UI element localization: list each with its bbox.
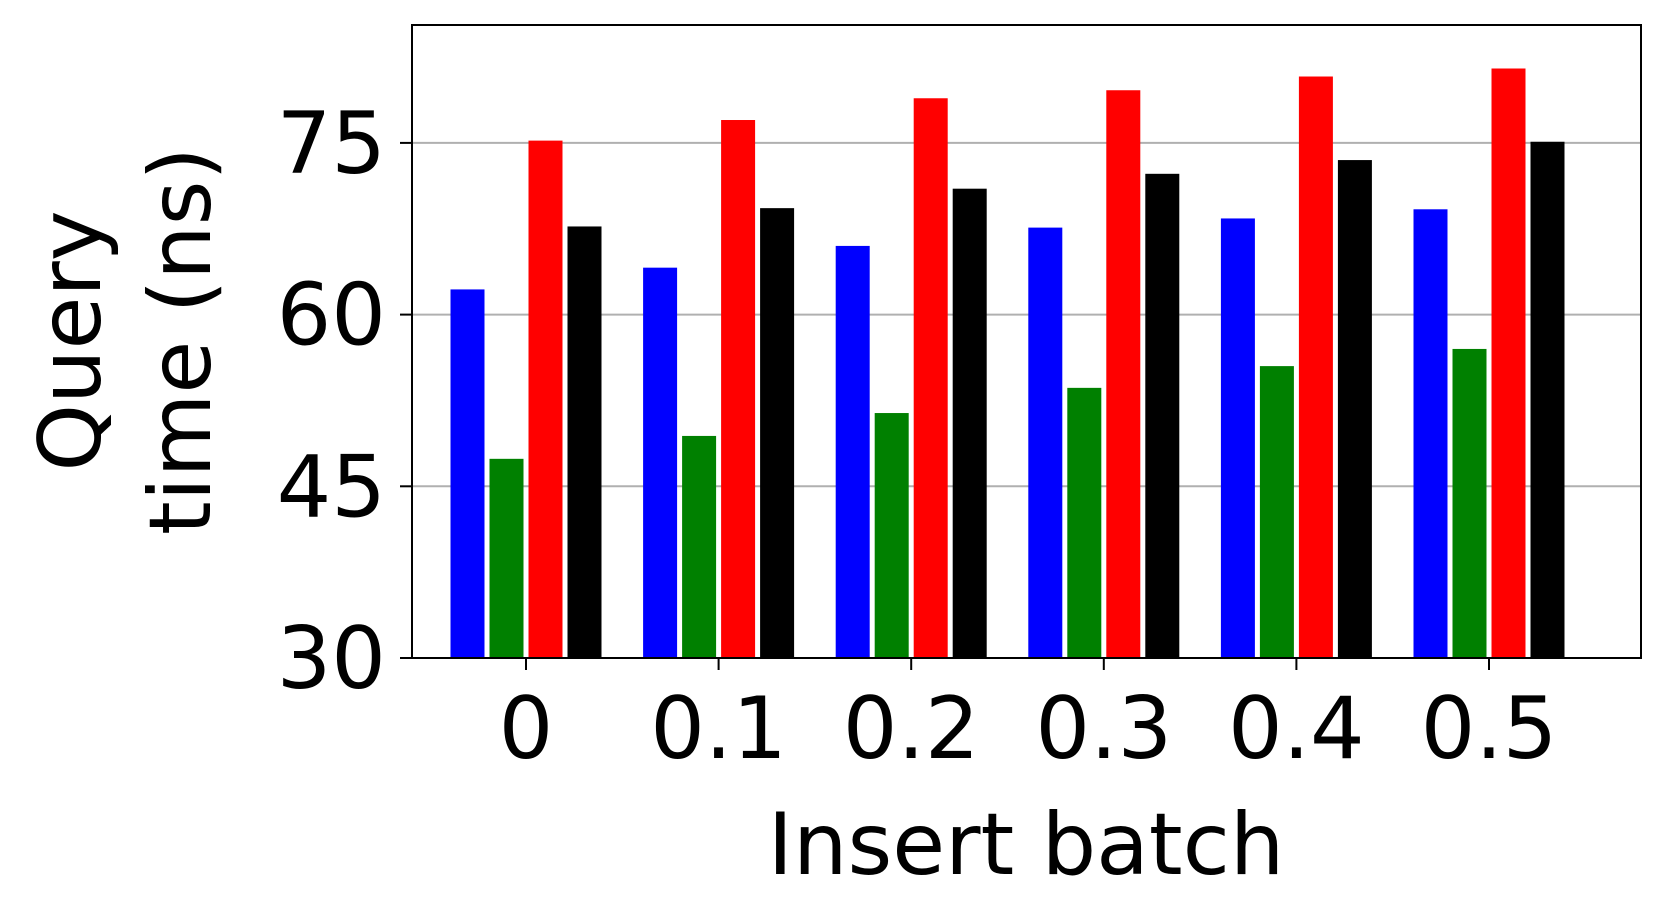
bar [913, 98, 948, 658]
bar [1259, 366, 1294, 658]
x-axis: 0 0.1 0.2 0.3 0.4 0.5 [499, 658, 1558, 779]
bar [874, 413, 909, 658]
bar [1491, 68, 1526, 658]
bar [721, 120, 756, 659]
y-axis: 30 45 60 75 [277, 94, 412, 709]
bars [450, 68, 1565, 659]
bar [1067, 387, 1102, 658]
bar [450, 289, 485, 658]
x-tick-label: 0.2 [843, 679, 980, 779]
x-tick-label: 0 [499, 679, 554, 779]
y-tick-label: 30 [277, 609, 386, 709]
bar [1337, 160, 1372, 658]
x-tick-label: 0.4 [1228, 679, 1365, 779]
bar [1220, 218, 1255, 658]
bar [760, 208, 795, 658]
bar [682, 435, 717, 658]
bar [1452, 348, 1487, 658]
y-tick-label: 60 [277, 266, 386, 366]
x-tick-label: 0.1 [650, 679, 787, 779]
bar [567, 226, 602, 658]
y-tick-label: 75 [277, 94, 386, 194]
bar [1145, 173, 1180, 658]
x-axis-label: Insert batch [768, 795, 1285, 895]
bar [643, 267, 678, 658]
bar [1106, 90, 1141, 659]
bar [952, 188, 987, 658]
bar [1413, 209, 1448, 658]
y-axis-label-line-2: time (ns) [131, 147, 231, 535]
bar [835, 245, 870, 658]
y-axis-label-line-1: Query [21, 210, 121, 471]
plot-frame [411, 24, 1642, 659]
bar [528, 140, 563, 658]
bar [1028, 227, 1063, 659]
x-tick-label: 0.3 [1035, 679, 1172, 779]
bar [1530, 141, 1565, 659]
bar [1298, 76, 1333, 658]
y-tick-label: 45 [277, 437, 386, 537]
x-tick-label: 0.5 [1421, 679, 1558, 779]
bar [489, 458, 524, 658]
